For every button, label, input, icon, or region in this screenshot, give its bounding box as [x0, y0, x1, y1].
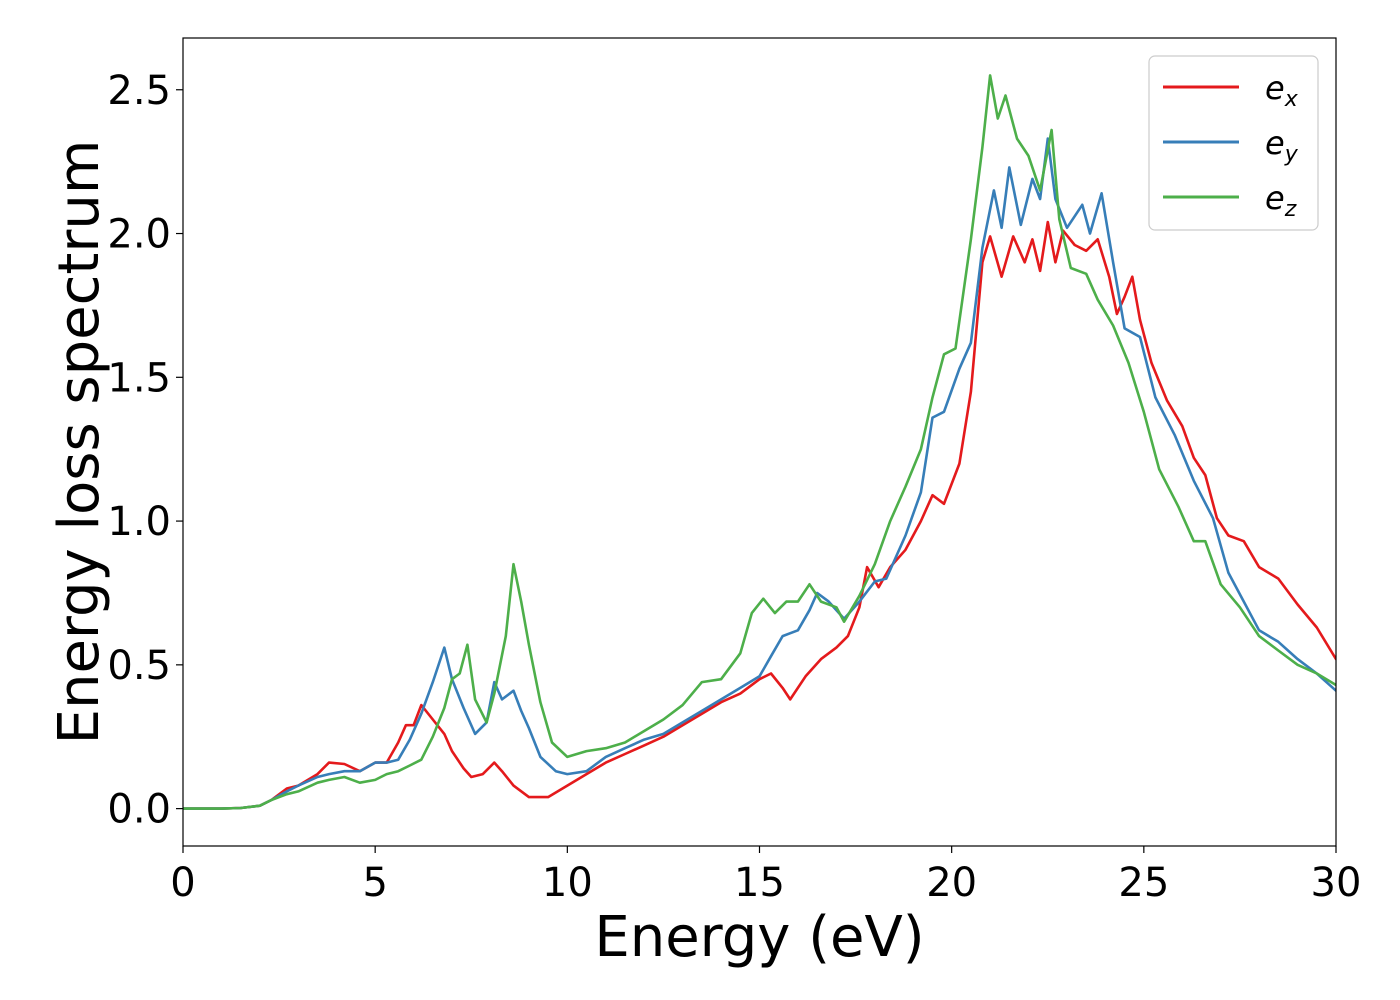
legend: ex ey ez	[1148, 55, 1319, 231]
legend-label: ez	[1265, 179, 1297, 222]
x-tick-label: 0	[170, 860, 195, 906]
y-tick-label: 1.5	[107, 355, 171, 401]
y-tick-label: 2.5	[107, 68, 171, 114]
y-axis: 0.0 0.5 1.0 1.5 2.0 2.5	[107, 68, 183, 833]
y-tick-label: 1.0	[107, 499, 171, 545]
legend-label: ex	[1265, 69, 1299, 112]
x-axis: 0 5 10 15 20 25 30	[170, 846, 1361, 906]
y-axis-title: Energy loss spectrum	[47, 140, 112, 745]
y-tick-label: 0.5	[107, 643, 171, 689]
series-line-e-y	[183, 137, 1336, 810]
series-line-e-z	[183, 74, 1336, 810]
y-tick-label: 2.0	[107, 212, 171, 258]
x-tick-label: 25	[1118, 860, 1169, 906]
x-tick-label: 15	[734, 860, 785, 906]
plot-lines	[183, 74, 1336, 810]
series-line-e-x	[183, 220, 1336, 810]
x-tick-label: 30	[1311, 860, 1362, 906]
y-tick-label: 0.0	[107, 787, 171, 833]
x-tick-label: 5	[362, 860, 387, 906]
x-axis-title: Energy (eV)	[594, 905, 924, 970]
legend-label: ey	[1265, 124, 1299, 167]
x-tick-label: 20	[926, 860, 977, 906]
x-tick-label: 10	[542, 860, 593, 906]
